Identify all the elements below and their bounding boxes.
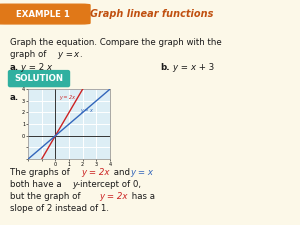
Text: =: = [63,50,76,59]
Text: both have a: both have a [10,180,64,189]
Text: = 2: = 2 [26,63,44,72]
Text: Graph the equation. Compare the graph with the: Graph the equation. Compare the graph wi… [10,38,222,47]
Text: y: y [172,63,177,72]
Text: y: y [72,180,77,189]
FancyBboxPatch shape [8,71,70,87]
Text: y = x: y = x [80,108,93,113]
Text: The graphs of: The graphs of [10,168,73,177]
Text: has a: has a [129,192,155,201]
Text: =: = [178,63,191,72]
Text: but the graph of: but the graph of [10,192,83,201]
FancyBboxPatch shape [0,4,90,24]
Text: slope of 2 instead of 1.: slope of 2 instead of 1. [10,204,109,213]
Text: y: y [57,50,62,59]
Text: y: y [20,63,25,72]
Text: + 3: + 3 [196,63,214,72]
Text: graph of: graph of [10,50,49,59]
Text: x: x [73,50,78,59]
Text: EXAMPLE 1: EXAMPLE 1 [16,9,70,19]
Text: x: x [190,63,195,72]
Text: -intercept of 0,: -intercept of 0, [77,180,141,189]
Text: y = 2x: y = 2x [81,168,110,177]
Text: b.: b. [160,63,169,72]
Text: SOLUTION: SOLUTION [14,74,64,83]
Text: .: . [79,50,82,59]
Text: a.: a. [10,93,19,102]
Text: Graph linear functions: Graph linear functions [90,9,213,19]
Text: and: and [111,168,133,177]
Text: a.: a. [10,63,19,72]
Text: y = 2x: y = 2x [59,95,75,100]
Text: y = 2x: y = 2x [99,192,128,201]
Text: x: x [46,63,51,72]
Text: y = x: y = x [130,168,153,177]
